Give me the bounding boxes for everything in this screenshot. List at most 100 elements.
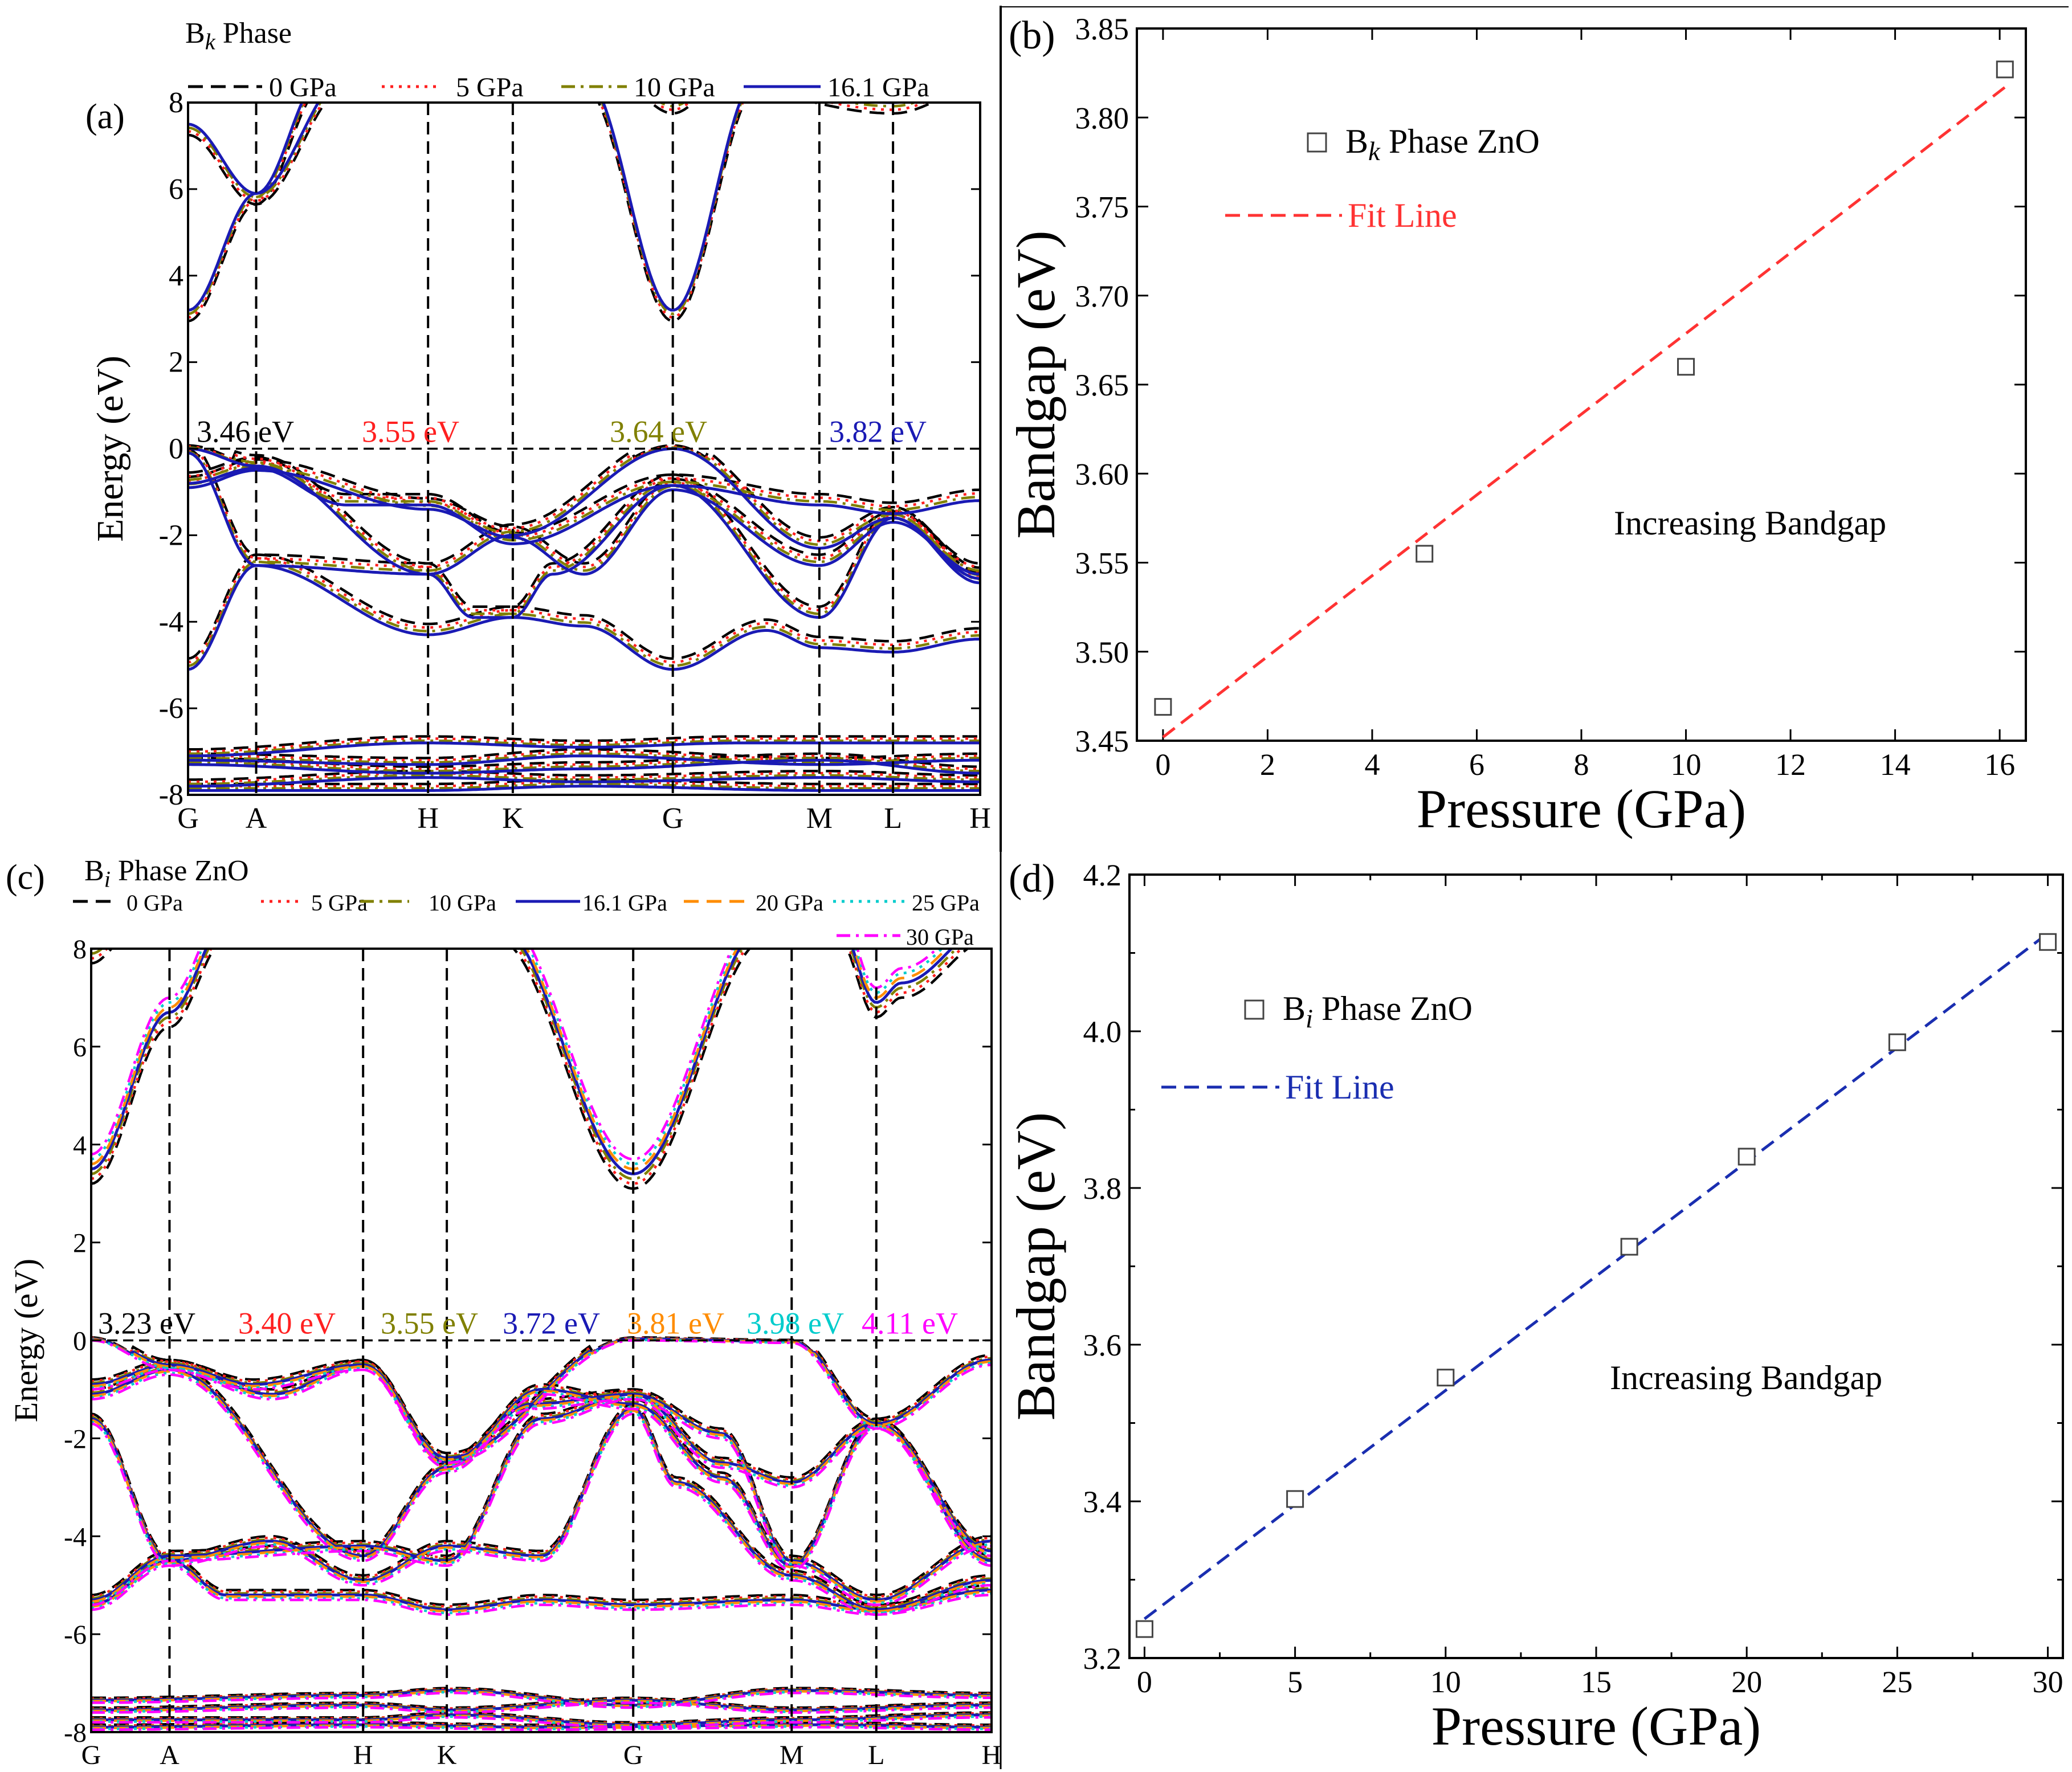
band-line [91,1558,992,1610]
band-line [188,754,980,766]
band-line [188,758,980,775]
kpoint-label: K [502,802,524,835]
y-tick-label: 0 [169,433,183,466]
kpoint-label: G [81,1740,101,1770]
kpoint-label: M [806,802,833,835]
panel-a-band-structure: -8 -6 -4 -2 0 2 4 6 8 G A H K G M L H Energy (eV) 3.46 eV 3… [85,17,991,835]
band-line [91,1689,992,1707]
band-line [188,103,919,316]
band-line [188,484,980,671]
band-line [188,780,980,788]
band-series-161GPa [188,103,980,792]
band-line [91,1393,992,1602]
y-tick-label: 8 [73,934,87,965]
band-line [91,1391,992,1600]
bands-group [91,949,992,1731]
band-line [188,103,927,319]
band-line [91,1407,992,1611]
data-point [1677,358,1695,376]
y-axis-label: Bandgap (eV) [1005,1112,1066,1420]
y-tick-label: 4.0 [1083,1015,1122,1049]
band-line [188,735,980,751]
band-line [188,103,743,315]
y-tick-label: 3.50 [1075,635,1129,669]
legend-label: 5 GPa [311,890,368,916]
band-line [91,1711,992,1724]
legend-label: 10 GPa [634,72,715,103]
bandgap-label: 3.46 eV [197,415,294,449]
band-line [188,450,980,667]
y-tick-label: 3.80 [1075,101,1129,135]
kpoint-label: M [780,1740,804,1770]
band-line [188,748,980,760]
panel-c-band-structure: -8 -6 -4 -2 0 2 4 6 8 G A H K G M L H Energy (eV) 3.23 eV 3… [6,855,1001,1770]
x-tick-label: 12 [1775,748,1806,782]
band-line [188,757,980,773]
kpoint-label: G [662,802,684,835]
y-tick-label: 4 [169,260,183,292]
y-axis-label: Energy (eV) [7,1259,44,1422]
band-line [188,445,980,573]
bandgap-label: 4.11 eV [862,1306,958,1341]
band-line [91,1716,992,1729]
band-line [188,774,980,786]
band-line [91,1394,992,1603]
panel-title: Bi Phase ZnO [84,855,249,892]
legend-label: 20 GPa [756,890,823,916]
band-line [91,1700,992,1713]
band-line [188,473,980,660]
band-line [188,469,980,576]
y-tick-label: 3.4 [1083,1485,1122,1519]
x-tick-label: 5 [1287,1665,1303,1699]
y-axis-label: Bandgap (eV) [1005,230,1066,538]
kpoint-label: H [969,802,991,835]
y-axis-label: Energy (eV) [89,356,131,542]
panel-letter: (b) [1009,14,1055,58]
band-line [188,752,980,768]
y-tick-label: -8 [64,1718,87,1748]
band-line [91,949,748,1185]
y-tick-label: -2 [64,1424,87,1454]
legend-fit-label: Fit Line [1348,197,1457,234]
data-point [1996,60,2014,79]
y-tick-label: 3.70 [1075,279,1129,313]
band-line [91,1701,992,1714]
band-line [188,462,980,569]
band-line [91,1559,992,1611]
legend-marker-label-sub: k [1368,137,1381,166]
legend-label: 0 GPa [269,72,337,103]
band-line [91,949,733,1161]
data-point [1286,1490,1304,1508]
x-tick-label: 8 [1574,748,1589,782]
band-line [188,103,744,319]
bandgap-label: 3.72 eV [503,1306,600,1341]
panel-title-main: B [84,855,104,887]
x-tick-label: 0 [1137,1665,1152,1699]
panel-title-rest: Phase ZnO [111,855,249,887]
x-tick-label: 10 [1430,1665,1461,1699]
band-line [188,776,980,788]
legend-marker-label: Bi Phase ZnO [1283,990,1473,1034]
band-line [91,1562,992,1615]
band-line [188,739,980,756]
x-tick-label: 30 [2033,1665,2063,1699]
kpoint-label: H [417,802,439,835]
kpoint-label: G [623,1740,643,1770]
y-tick-label: -6 [64,1620,87,1650]
bandgap-label: 3.98 eV [747,1306,844,1341]
y-tick-label: 8 [169,87,183,119]
panel-title-rest: Phase [215,17,292,50]
band-line [188,467,980,546]
x-tick-label: 2 [1260,748,1275,782]
y-tick-label: 6 [73,1032,87,1063]
y-tick-label: 3.60 [1075,457,1129,491]
legend-marker-label-rest: Phase ZnO [1380,123,1540,160]
legend-label: 25 GPa [912,890,980,916]
plot-frame [1128,873,2064,1659]
data-point [1135,1620,1153,1638]
band-line [188,448,980,660]
x-tick-label: 25 [1882,1665,1912,1699]
band-line [91,1692,992,1709]
bandgap-label: 3.81 eV [627,1306,724,1341]
band-line [91,1724,992,1730]
